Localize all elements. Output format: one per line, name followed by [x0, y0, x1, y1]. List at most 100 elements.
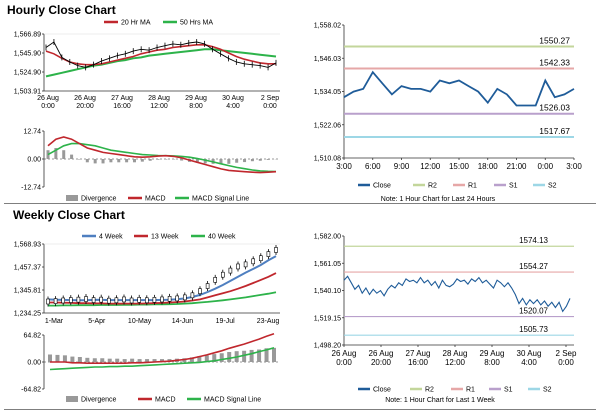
- hourly-macd-y-tick-label: 0.00: [27, 157, 41, 164]
- hourly-macd-divergence-bar: [125, 159, 129, 163]
- hourly-close-close-legend-label: Close: [373, 183, 391, 190]
- weekly-macd-divergence-bar: [264, 348, 269, 362]
- weekly-macd-divergence-bar: [115, 358, 120, 362]
- hourly-macd-divergence-bar: [101, 159, 105, 164]
- weekly-price-candle-body: [183, 294, 187, 301]
- hourly-close-s2-legend-label: S2: [548, 183, 557, 190]
- weekly-macd-divergence-bar: [204, 355, 209, 362]
- hourly-price-x-tick-label: 2 Sep 0:00: [261, 95, 279, 110]
- weekly-price-40wk-legend-label: 40 Week: [208, 234, 236, 241]
- weekly-price-candle-body: [251, 258, 255, 265]
- hourly-macd-divergence-bar: [180, 159, 184, 161]
- hourly-price-close-line: [45, 41, 277, 68]
- weekly-macd-divergence-legend-swatch: [66, 396, 78, 402]
- hourly-close-close-line: [343, 70, 575, 107]
- weekly-macd-macd-line: [50, 332, 275, 364]
- weekly-macd-divergence-legend-label: Divergence: [81, 397, 117, 404]
- weekly-close-y-tick-label: 1,519.15: [314, 315, 341, 322]
- weekly-macd-divergence-bar: [70, 356, 75, 362]
- weekly-macd-divergence-bar: [145, 359, 150, 362]
- hourly-price-y-tick-label: 1,566.89: [14, 32, 41, 39]
- weekly-close-level-label-r2: 1574.13: [519, 236, 548, 245]
- hourly-price-x-tick-label: 28 Aug 12:00: [148, 95, 170, 110]
- hourly-close-s1-legend-label: S1: [509, 183, 518, 190]
- weekly-macd-divergence-bar: [257, 349, 262, 362]
- hourly-macd-divergence-bar: [195, 159, 199, 163]
- weekly-price-y-tick-label: 1,457.37: [14, 265, 41, 272]
- hourly-price-x-tick-label: 26 Aug 20:00: [74, 95, 96, 110]
- weekly-macd-divergence-bar: [92, 358, 97, 362]
- weekly-price-candle-body: [274, 247, 278, 253]
- weekly-macd-divergence-bar: [160, 359, 164, 362]
- weekly-price-candle-body: [99, 296, 103, 303]
- hourly-price-x-tick-label: 27 Aug 16:00: [111, 95, 133, 110]
- weekly-price-candle-body: [258, 255, 263, 262]
- weekly-price-candle-body: [46, 298, 50, 305]
- weekly-close-level-label-s2: 1505.73: [519, 325, 548, 334]
- weekly-close-x-tick-label: 26 Aug 20:00: [369, 349, 394, 367]
- hourly-macd-divergence-bar: [132, 159, 136, 163]
- weekly-macd-y-tick-label: -64.82: [21, 387, 41, 394]
- weekly-price-candle-body: [129, 297, 134, 304]
- hourly-macd-divergence-bar: [219, 159, 223, 165]
- weekly-close-x-tick-label: 28 Aug 12:00: [443, 349, 468, 367]
- hourly-macd-divergence-bar: [93, 159, 97, 164]
- hourly-price-20hr-ma-line: [45, 44, 276, 66]
- weekly-price-y-tick-label: 1,345.81: [14, 288, 41, 295]
- weekly-macd-y-tick-label: 0.00: [27, 360, 41, 367]
- hourly-close-y-tick-label: 1,546.03: [314, 56, 341, 63]
- hourly-close-level-label-r1: 1542.33: [539, 58, 570, 68]
- weekly-macd-signal-line: [49, 347, 275, 371]
- hourly-macd-divergence-bar: [109, 159, 113, 163]
- hourly-macd-divergence-bar: [148, 159, 152, 161]
- hourly-close-y-tick-label: 1,534.05: [314, 89, 341, 96]
- weekly-price-candle-body: [266, 251, 271, 257]
- hourly-macd-divergence-bar: [258, 159, 262, 161]
- hourly-macd-divergence-bar: [85, 159, 89, 163]
- hourly-price-y-tick-label: 1,524.90: [14, 70, 41, 77]
- weekly-price-x-tick-label: 23-Aug: [257, 318, 280, 325]
- weekly-close-r2-legend-label: R2: [425, 387, 434, 394]
- weekly-price-x-tick-label: 19-Jul: [216, 318, 236, 325]
- hourly-macd-divergence-bar: [117, 159, 121, 163]
- hourly-price-x-tick-label: 29 Aug 8:00: [185, 95, 207, 110]
- hourly-close-note: Note: 1 Hour Chart for Last 24 Hours: [381, 196, 496, 203]
- weekly-price-candle-body: [167, 296, 172, 302]
- weekly-close-s2-legend-label: S2: [543, 387, 552, 394]
- hourly-macd-divergence-bar: [203, 159, 207, 164]
- weekly-price-candle-body: [236, 263, 240, 270]
- hourly-macd-divergence-bar: [62, 150, 66, 159]
- weekly-macd-divergence-bar: [130, 358, 135, 362]
- weekly-price-4wk-legend-label: 4 Week: [99, 234, 123, 241]
- weekly-price-candle-body: [53, 298, 58, 304]
- weekly-chart-title: Weekly Close Chart: [13, 208, 125, 222]
- weekly-macd-divergence-bar: [122, 359, 127, 362]
- hourly-macd-divergence-bar: [266, 159, 270, 160]
- hourly-macd-macd-line: [47, 136, 277, 174]
- weekly-close-level-label-r1: 1554.27: [519, 262, 548, 271]
- hourly-close-r2-legend-label: R2: [428, 183, 437, 190]
- weekly-price-candle-body: [114, 297, 119, 304]
- weekly-macd-divergence-bar: [242, 350, 247, 362]
- weekly-macd-divergence-bar: [152, 359, 157, 362]
- hourly-price-x-tick-label: 30 Aug 4:00: [222, 95, 244, 110]
- hourly-macd-divergence-bar: [164, 159, 168, 160]
- hourly-close-x-tick-label: 18:00: [478, 162, 499, 171]
- weekly-price-13wk-legend-label: 13 Week: [151, 234, 179, 241]
- weekly-close-close-legend-label: Close: [373, 387, 391, 394]
- weekly-macd-divergence-bar: [100, 358, 105, 362]
- weekly-price-candle-body: [198, 288, 202, 294]
- hourly-price-50hr-ma-line: [45, 48, 277, 78]
- weekly-price-candle-body: [69, 297, 73, 303]
- weekly-price-4wk-line: [47, 255, 277, 302]
- weekly-macd-divergence-bar: [85, 357, 90, 362]
- weekly-close-r1-legend-label: R1: [466, 387, 475, 394]
- weekly-price-candle-body: [152, 297, 157, 303]
- weekly-close-level-label-s1: 1520.07: [519, 307, 548, 316]
- hourly-price-50hr-legend-label: 50 Hrs MA: [180, 20, 213, 27]
- weekly-price-x-tick-label: 5-Apr: [88, 318, 106, 325]
- hourly-close-level-label-s2: 1517.67: [539, 126, 570, 136]
- hourly-macd-macd-legend-label: MACD: [145, 196, 166, 203]
- weekly-macd-divergence-bar: [227, 352, 232, 362]
- weekly-close-close-line: [343, 275, 571, 313]
